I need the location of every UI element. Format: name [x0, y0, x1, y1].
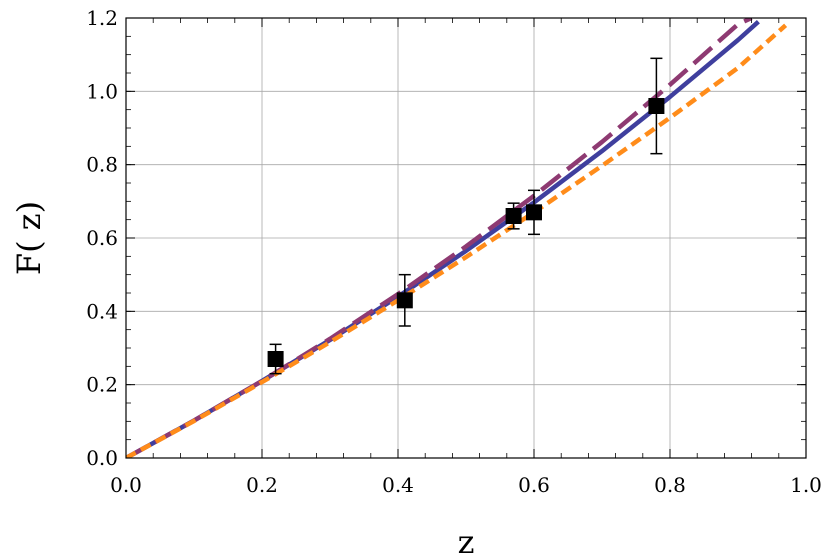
y-axis-label: F( z) [10, 201, 48, 275]
data-point [505, 208, 522, 224]
x-tick-label: 0.2 [246, 473, 278, 497]
x-tick-label: 0.0 [110, 473, 142, 497]
x-tick-labels: 0.0 0.2 0.4 0.6 0.8 1.0 [110, 473, 822, 497]
y-tick-label: 0.0 [86, 446, 118, 470]
data-point [526, 204, 542, 221]
x-tick-label: 0.4 [382, 473, 414, 497]
y-tick-label: 0.6 [86, 226, 118, 250]
data-points-group [267, 57, 665, 375]
y-tick-label: 0.8 [86, 153, 118, 177]
series-line-solid [126, 19, 760, 458]
series-group [126, 18, 788, 458]
grid [125, 17, 807, 459]
y-tick-label: 1.2 [86, 6, 118, 30]
x-tick-label: 1.0 [790, 473, 822, 497]
y-tick-label: 1.0 [86, 79, 118, 103]
x-tick-label: 0.6 [518, 473, 550, 497]
y-tick-labels: 0.0 0.2 0.4 0.6 0.8 1.0 1.2 [86, 6, 118, 470]
series-line-short-dash [126, 23, 788, 458]
x-tick-label: 0.8 [654, 473, 686, 497]
data-point [267, 351, 284, 367]
data-point [648, 98, 665, 114]
series-line-long-dash [126, 18, 753, 458]
data-point [396, 292, 413, 309]
tick-marks [125, 17, 807, 459]
y-tick-label: 0.4 [86, 299, 118, 323]
x-axis-label: z [458, 523, 475, 560]
y-tick-label: 0.2 [86, 373, 118, 397]
